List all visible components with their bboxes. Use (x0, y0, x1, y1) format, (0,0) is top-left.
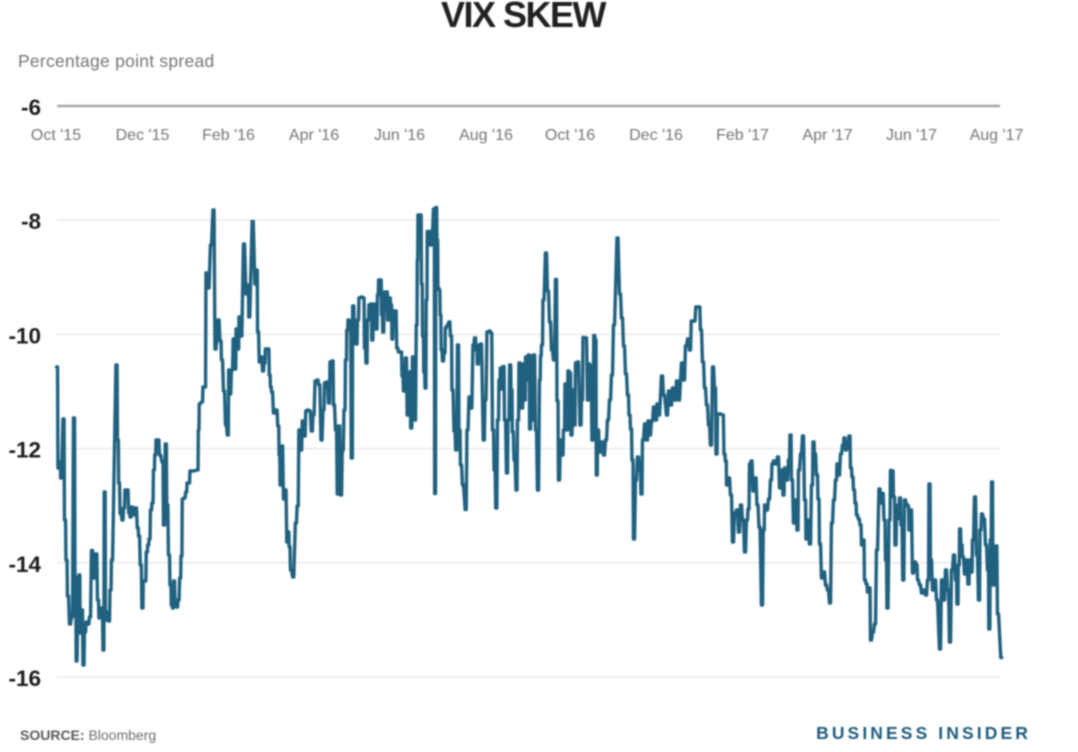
svg-text:Dec '15: Dec '15 (116, 127, 170, 144)
svg-text:Aug '17: Aug '17 (970, 127, 1024, 144)
svg-text:Apr '17: Apr '17 (802, 127, 852, 144)
svg-text:Oct '16: Oct '16 (545, 127, 595, 144)
svg-text:Jun '17: Jun '17 (886, 127, 937, 144)
svg-text:-16: -16 (8, 666, 41, 691)
svg-text:Jun '16: Jun '16 (374, 127, 425, 144)
svg-text:Feb '16: Feb '16 (202, 127, 255, 144)
svg-text:Feb '17: Feb '17 (716, 127, 769, 144)
svg-text:-10: -10 (8, 323, 41, 348)
svg-text:Aug '16: Aug '16 (459, 127, 513, 144)
svg-text:-14: -14 (8, 552, 41, 577)
svg-text:Oct '15: Oct '15 (31, 127, 81, 144)
svg-text:-6: -6 (21, 95, 41, 120)
svg-text:Apr '16: Apr '16 (289, 127, 339, 144)
svg-text:Dec '16: Dec '16 (629, 127, 683, 144)
svg-text:-12: -12 (8, 438, 41, 463)
svg-text:-8: -8 (21, 209, 41, 234)
